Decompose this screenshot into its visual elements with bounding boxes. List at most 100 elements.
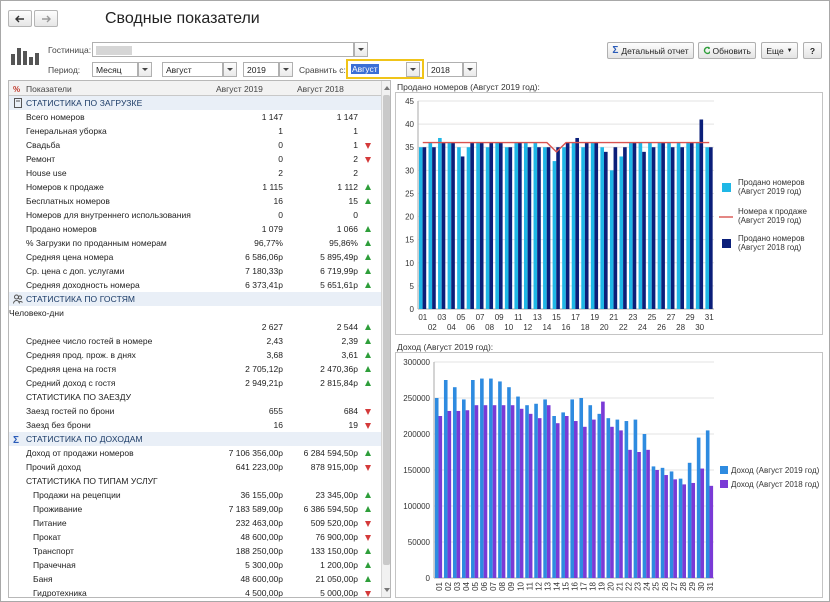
col-name-header[interactable]: Показатели (26, 84, 72, 94)
table-row[interactable]: Ср. цена с доп. услугами 7 180,33р 6 719,9… (9, 264, 381, 278)
month-dropdown[interactable] (223, 62, 237, 77)
table-row[interactable]: Номеров к продаже 1 115 1 112 (9, 180, 381, 194)
row-name: Номеров к продаже (26, 182, 104, 192)
table-row[interactable]: % Загрузки по проданным номерам 96,77% 95,… (9, 236, 381, 250)
row-value-current: 1 (278, 126, 283, 136)
col-1-header[interactable]: Август 2019 (216, 84, 263, 94)
bar-income-2018 (637, 452, 641, 578)
table-group-row[interactable]: СТАТИСТИКА ПО ЗАГРУЗКЕ (9, 96, 381, 110)
table-row[interactable]: Средняя цена номера 6 586,06р 5 895,49р (9, 250, 381, 264)
table-group-row[interactable]: СТАТИСТИКА ПО ТИПАМ УСЛУГ (9, 474, 381, 488)
scroll-down-arrow[interactable] (383, 586, 390, 594)
table-row[interactable]: Гидротехника 4 500,00р 5 000,00р (9, 586, 381, 597)
more-button[interactable]: Еще ▼ (761, 42, 798, 59)
table-row[interactable]: Питание 232 463,00р 509 520,00р (9, 516, 381, 530)
indicators-table: % Показатели Август 2019 Август 2018 СТА… (8, 80, 391, 598)
bar-2019 (638, 142, 643, 309)
row-value-current: 6 373,41р (245, 280, 283, 290)
row-value-compare: 76 900,00р (315, 532, 358, 542)
table-row[interactable]: Заезд без брони 16 19 (9, 418, 381, 432)
compare-month-dropdown[interactable] (406, 62, 420, 77)
bar-income-2018 (555, 423, 560, 578)
bar-income-2019 (552, 416, 556, 578)
bar-income-2019 (516, 396, 520, 578)
row-value-compare: 3,61 (341, 350, 358, 360)
compare-label: Сравнить с: (299, 65, 346, 75)
bar-income-2019 (489, 378, 493, 578)
period-type-dropdown[interactable] (138, 62, 152, 77)
table-row[interactable]: Свадьба 0 1 (9, 138, 381, 152)
table-row[interactable]: Проживание 7 183 589,00р 6 386 594,50р (9, 502, 381, 516)
hotel-field[interactable] (92, 42, 354, 57)
table-row[interactable]: Номеров для внутреннего использования 0 0 (9, 208, 381, 222)
table-row[interactable]: Средняя цена на гостя 2 705,12р 2 470,36р (9, 362, 381, 376)
x-tick-label: 11 (514, 313, 523, 322)
bar-income-2018 (709, 485, 714, 578)
y-tick-label: 0 (426, 574, 431, 583)
table-row[interactable]: Заезд гостей по брони 655 684 (9, 404, 381, 418)
x-tick-label: 19 (598, 581, 607, 590)
table-row[interactable]: Продано номеров 1 079 1 066 (9, 222, 381, 236)
compare-year-field[interactable]: 2018 (427, 62, 463, 77)
table-group-row[interactable]: Σ СТАТИСТИКА ПО ДОХОДАМ (9, 432, 381, 446)
table-row[interactable]: Человеко-дни 2 627 2 544 (9, 306, 381, 334)
table-row[interactable]: Среднее число гостей в номере 2,43 2,39 (9, 334, 381, 348)
table-row[interactable]: Транспорт 188 250,00р 133 150,00р (9, 544, 381, 558)
table-row[interactable]: Баня 48 600,00р 21 050,00р (9, 572, 381, 586)
x-tick-label: 26 (661, 581, 670, 590)
table-row[interactable]: Доход от продажи номеров 7 106 356,00р 6 2… (9, 446, 381, 460)
bar-income-2019 (651, 466, 656, 578)
table-row[interactable]: Прочий доход 641 223,00р 878 915,00р (9, 460, 381, 474)
table-row[interactable]: Средняя прод. прож. в днях 3,68 3,61 (9, 348, 381, 362)
row-value-current: 1 147 (261, 112, 283, 122)
table-row[interactable]: House use 2 2 (9, 166, 381, 180)
compare-year-dropdown[interactable] (463, 62, 477, 77)
bar-income-2018 (592, 419, 596, 578)
scroll-up-arrow[interactable] (383, 84, 390, 92)
refresh-icon (703, 46, 710, 55)
help-button[interactable]: ? (803, 42, 822, 59)
year-field[interactable]: 2019 (243, 62, 279, 77)
forward-button[interactable] (34, 10, 58, 27)
month-field[interactable]: Август (162, 62, 223, 77)
hotel-dropdown-button[interactable] (354, 42, 368, 57)
bar-2019 (600, 147, 605, 309)
table-row[interactable]: Прачечная 5 300,00р 1 200,00р (9, 558, 381, 572)
table-row[interactable]: Ремонт 0 2 (9, 152, 381, 166)
hotel-label: Гостиница: (48, 45, 92, 55)
col-2-header[interactable]: Август 2018 (297, 84, 344, 94)
scroll-thumb[interactable] (383, 95, 390, 565)
x-tick-label: 07 (476, 313, 485, 322)
sum-icon: Σ (13, 435, 19, 444)
bar-2018 (498, 142, 503, 309)
table-row[interactable]: Прокат 48 600,00р 76 900,00р (9, 530, 381, 544)
back-button[interactable] (8, 10, 32, 27)
table-group-row[interactable]: СТАТИСТИКА ПО ГОСТЯМ (9, 292, 381, 306)
compare-month-field[interactable]: Август (346, 59, 424, 79)
row-name: Питание (33, 518, 67, 528)
row-value-compare: 1 (353, 126, 358, 136)
x-tick-label: 29 (686, 313, 695, 322)
table-header: % Показатели Август 2019 Август 2018 (9, 81, 381, 96)
table-row[interactable]: Генеральная уборка 1 1 (9, 124, 381, 138)
table-row[interactable]: Средний доход с гостя 2 949,21р 2 815,84р (9, 376, 381, 390)
bar-income-2019 (696, 437, 701, 578)
table-row[interactable]: Средняя доходность номера 6 373,41р 5 651,… (9, 278, 381, 292)
y-tick-label: 10 (405, 259, 414, 268)
bar-2018 (489, 142, 494, 309)
row-name: Продажи на рецепции (33, 490, 121, 500)
year-dropdown[interactable] (279, 62, 293, 77)
row-value-compare: 2 470,36р (320, 364, 358, 374)
refresh-button[interactable]: Обновить (698, 42, 756, 59)
y-tick-label: 25 (405, 189, 414, 198)
table-row[interactable]: Бесплатных номеров 16 15 (9, 194, 381, 208)
table-group-row[interactable]: СТАТИСТИКА ПО ЗАЕЗДУ (9, 390, 381, 404)
table-row[interactable]: Всего номеров 1 147 1 147 (9, 110, 381, 124)
table-row[interactable]: Продажи на рецепции 36 155,00р 23 345,00р (9, 488, 381, 502)
detail-report-button[interactable]: Σ Детальный отчет (607, 42, 694, 59)
trend-down-icon (365, 409, 371, 415)
table-scrollbar[interactable] (381, 81, 390, 597)
y-tick-label: 0 (410, 305, 415, 314)
period-type-field[interactable]: Месяц (92, 62, 138, 77)
bar-2018 (594, 142, 599, 309)
